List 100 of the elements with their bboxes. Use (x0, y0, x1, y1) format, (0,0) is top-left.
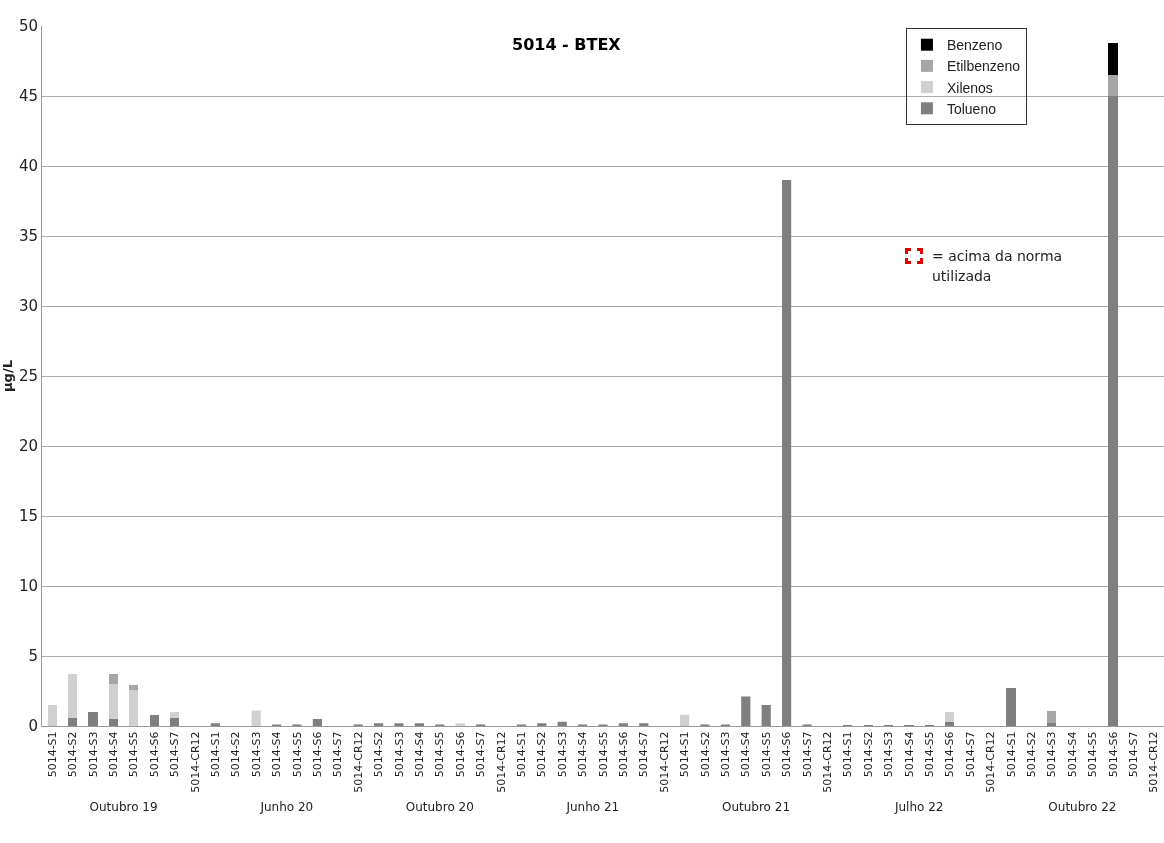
x-tick-label: 5014-CR12 (984, 731, 998, 793)
x-tick-label: 5014-S4 (902, 731, 916, 778)
annotation: = acima da norma utilizada (932, 247, 1064, 286)
x-axis-title: Outubro 21 (721, 799, 791, 814)
x-tick-label: 5014-S2 (861, 731, 875, 778)
bar (47, 705, 57, 726)
y-tick-label: 35 (18, 227, 38, 246)
y-tick-label: 0 (28, 717, 38, 736)
x-tick-label: 5014-S7 (800, 731, 814, 778)
y-tick-label: 30 (18, 297, 38, 316)
x-tick-label: 5014-S7 (168, 731, 182, 778)
x-tick-label: 5014-S1 (514, 731, 528, 778)
x-tick-label: 5014-CR12 (657, 731, 671, 793)
bar (1047, 710, 1057, 724)
y-tick-label: 10 (18, 577, 38, 596)
legend-label: Tolueno (946, 100, 997, 117)
x-tick-label: 5014-S4 (576, 731, 590, 778)
x-tick-label: 5014-S4 (1065, 731, 1079, 778)
legend-label: Etilbenzeno (946, 58, 1021, 75)
x-tick-label: 5014-S7 (963, 731, 977, 778)
x-tick-label: 5014-CR12 (494, 731, 508, 793)
x-tick-label: 5014-S5 (433, 731, 447, 778)
bar (1108, 96, 1118, 726)
x-tick-label: 5014-S2 (535, 731, 549, 778)
x-tick-label: 5014-S3 (1045, 731, 1059, 778)
x-tick-label: 5014-S4 (106, 731, 120, 778)
x-axis-title: Outubro 19 (89, 799, 158, 814)
x-tick-label: 5014-S6 (943, 731, 957, 778)
x-tick-label: 5014-S3 (86, 731, 100, 778)
bar (170, 712, 180, 718)
y-tick-label: 40 (18, 157, 38, 176)
x-tick-label: 5014-S5 (596, 731, 610, 778)
x-tick-label: 5014-S2 (1024, 731, 1038, 778)
x-tick-label: 5014-CR12 (820, 731, 834, 793)
x-tick-label: 5014-S5 (922, 731, 936, 778)
x-tick-label: 5014-S1 (841, 731, 855, 778)
x-tick-label: 5014-S7 (637, 731, 651, 778)
y-tick-label: 25 (18, 367, 38, 386)
bar (108, 719, 118, 726)
bar (129, 685, 139, 690)
x-tick-label: 5014-S6 (616, 731, 630, 778)
bar (782, 180, 792, 726)
y-tick-label: 15 (18, 507, 38, 526)
x-tick-label: 5014-S6 (147, 731, 161, 778)
x-tick-label: 5014-S3 (392, 731, 406, 778)
y-tick-label: 50 (18, 17, 38, 36)
x-tick-label: 5014-S2 (698, 731, 712, 778)
x-tick-label: 5014-S5 (759, 731, 773, 778)
legend-label: Benzeno (946, 37, 1003, 54)
x-tick-label: 5014-S1 (1004, 731, 1018, 778)
x-axis-title: Outubro 22 (1048, 799, 1117, 814)
x-tick-label: 5014-S2 (229, 731, 243, 778)
x-tick-label: 5014-S2 (66, 731, 80, 778)
x-tick-label: 5014-S6 (453, 731, 467, 778)
x-tick-label: 5014-S6 (780, 731, 794, 778)
bar (761, 705, 771, 726)
bar (680, 714, 690, 726)
x-tick-label: 5014-S4 (739, 731, 753, 778)
bar (68, 674, 78, 718)
bar (149, 714, 159, 726)
x-tick-label: 5014-S3 (882, 731, 896, 778)
x-tick-label: 5014-S2 (372, 731, 386, 778)
x-tick-label: 5014-S7 (1126, 731, 1140, 778)
bar (1108, 42, 1118, 75)
x-tick-label: 5014-S1 (678, 731, 692, 778)
y-tick-label: 20 (18, 437, 38, 456)
x-tick-label: 5014-S5 (290, 731, 304, 778)
x-axis-title: Julho 22 (893, 799, 944, 814)
bar (108, 684, 118, 719)
x-tick-label: 5014-CR12 (351, 731, 365, 793)
x-axis-title: Outubro 20 (405, 799, 474, 814)
x-tick-label: 5014-S4 (270, 731, 284, 778)
x-tick-label: 5014-S6 (310, 731, 324, 778)
text: 5014 - BTEX (512, 35, 622, 54)
x-tick-label: 5014-S1 (208, 731, 222, 778)
bar (1006, 688, 1016, 726)
x-tick-label: 5014-CR12 (1147, 731, 1161, 793)
bar (129, 689, 139, 726)
bar (312, 719, 322, 726)
x-tick-label: 5014-CR12 (188, 731, 202, 793)
bar (170, 717, 180, 726)
y-tick-label: 5 (28, 647, 38, 666)
x-axis-title: Junho 21 (565, 799, 620, 814)
x-tick-label: 5014-S1 (45, 731, 59, 778)
x-tick-label: 5014-S7 (474, 731, 488, 778)
x-axis-title: Junho 20 (259, 799, 314, 814)
bar (210, 723, 220, 726)
x-tick-label: 5014-S7 (331, 731, 345, 778)
y-tick-label: 45 (18, 87, 38, 106)
x-tick-label: 5014-S5 (127, 731, 141, 778)
bar (1047, 723, 1057, 726)
bar (88, 712, 98, 726)
y-axis-title: µg/L (0, 360, 15, 392)
bar (741, 696, 751, 726)
bar (108, 674, 118, 684)
x-tick-label: 5014-S4 (412, 731, 426, 778)
x-tick-label: 5014-S6 (1106, 731, 1120, 778)
x-tick-label: 5014-S3 (555, 731, 569, 778)
x-tick-label: 5014-S3 (249, 731, 263, 778)
x-tick-label: 5014-S5 (1086, 731, 1100, 778)
